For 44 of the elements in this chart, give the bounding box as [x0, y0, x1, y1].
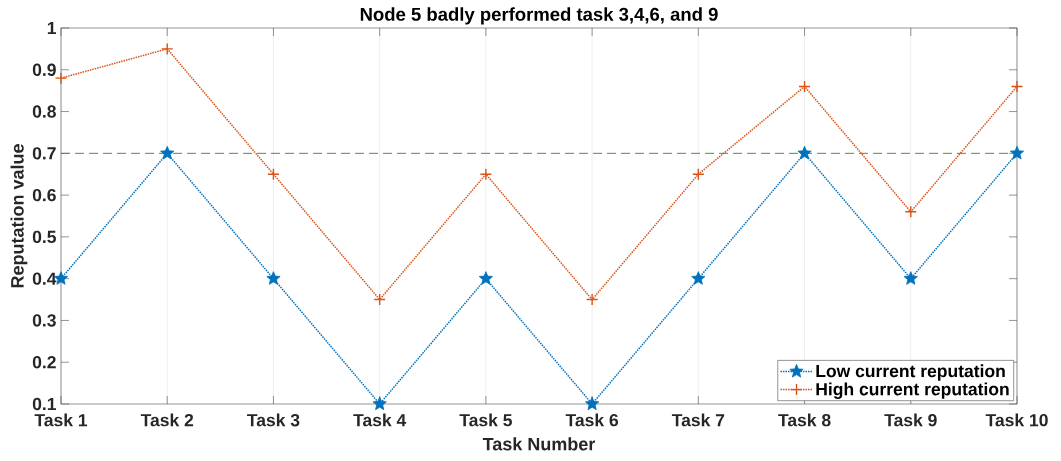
point: [1010, 80, 1024, 93]
point: [798, 80, 811, 93]
point: [1009, 145, 1025, 160]
legend-label: High current reputation: [816, 382, 1009, 399]
point: [266, 271, 281, 285]
y-tick-label: 0.5: [32, 230, 56, 244]
point: [478, 271, 493, 285]
y-tick-label: 0.9: [32, 63, 56, 76]
y-axis-title: Reputation value: [10, 144, 28, 288]
point: [160, 145, 175, 160]
y-tick-label: 0.7: [32, 147, 56, 160]
x-tick-label: Task 10: [985, 413, 1048, 427]
chart-title: Node 5 badly performed task 3,4,6, and 9: [360, 7, 718, 25]
x-tick-label: Task 5: [459, 413, 512, 427]
point: [373, 293, 386, 306]
point: [904, 205, 917, 219]
x-tick-label: Task 8: [778, 413, 831, 427]
point: [54, 71, 68, 85]
point: [692, 168, 705, 181]
x-tick-label: Task 4: [353, 413, 407, 427]
y-tick-label: 1: [47, 21, 56, 35]
y-tick-label: 0.3: [32, 314, 56, 327]
x-tick-label: Task 6: [565, 413, 619, 427]
x-tick-label: Task 2: [140, 413, 194, 427]
point: [585, 396, 600, 411]
point: [372, 396, 387, 411]
point: [161, 42, 174, 56]
y-tick-label: 0.6: [32, 188, 56, 202]
x-tick-label: Task 1: [34, 413, 88, 427]
point: [479, 168, 493, 181]
x-axis-title: Task Number: [482, 437, 596, 451]
y-tick-label: 0.1: [32, 397, 56, 411]
x-tick-label: Task 3: [247, 413, 300, 427]
y-tick-label: 0.8: [32, 105, 56, 118]
point: [903, 271, 918, 285]
y-tick-label: 0.2: [32, 356, 56, 369]
point: [797, 145, 812, 160]
point: [267, 168, 280, 181]
point: [691, 271, 706, 285]
legend-label: Low current reputation: [816, 364, 1005, 381]
x-tick-label: Task 9: [884, 413, 937, 427]
y-tick-label: 0.4: [32, 272, 57, 285]
x-tick-label: Task 7: [671, 413, 725, 427]
point: [585, 293, 599, 306]
